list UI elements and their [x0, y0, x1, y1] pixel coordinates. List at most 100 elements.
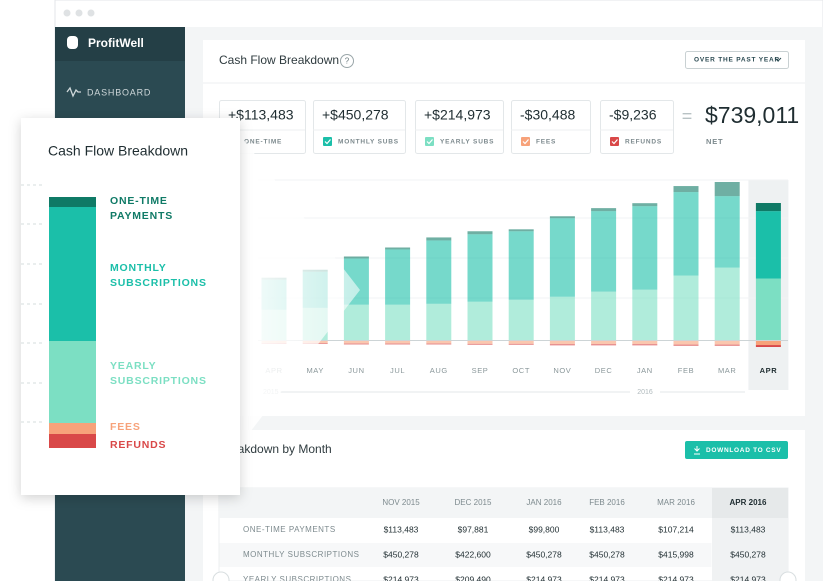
cell: $450,278: [589, 549, 625, 559]
stat-label: ONE-TIME: [244, 139, 282, 146]
bar-segment: [714, 196, 740, 268]
net-label: NET: [706, 137, 723, 146]
cell: $450,278: [526, 549, 562, 559]
stat-checkbox[interactable]: [610, 137, 619, 146]
bar-segment: [673, 341, 699, 345]
bar-segment: [632, 344, 658, 346]
stat-box: [313, 100, 406, 154]
stat-box: [415, 100, 504, 154]
card-title: Breakdown by Month: [219, 442, 332, 456]
bar-segment: [426, 303, 452, 340]
month-label: MAY: [306, 366, 324, 375]
period-dropdown[interactable]: [685, 51, 789, 69]
legend-label: REFUNDS: [110, 439, 166, 451]
bar-segment: [426, 237, 452, 241]
stat-checkbox[interactable]: [323, 137, 332, 146]
bar-segment: [591, 211, 617, 292]
bar-segment: [673, 275, 699, 340]
bar-segment: [467, 341, 493, 344]
cell: $214,973: [526, 574, 562, 581]
nav-icon: [66, 86, 81, 98]
cell: $113,483: [731, 524, 766, 534]
cell: $422,600: [455, 549, 491, 559]
cell: $113,483: [590, 524, 625, 534]
month-label: JUN: [348, 366, 364, 375]
bar-segment: [591, 341, 617, 345]
bar-segment: [549, 218, 575, 297]
row-stripe: [219, 543, 712, 567]
bar-segment: [426, 240, 452, 304]
stat-label: REFUNDS: [625, 139, 662, 146]
check: [324, 139, 331, 145]
stat-checkbox[interactable]: [425, 137, 434, 146]
bar-segment: [467, 234, 493, 302]
nav-item[interactable]: DASHBOARD: [87, 87, 151, 97]
month-label: FEB: [678, 366, 694, 375]
column-header: MAR 2016: [657, 498, 695, 507]
bar-segment: [508, 231, 534, 300]
row-label: MONTHLY SUBSCRIPTIONS: [243, 550, 359, 559]
bar-segment: [467, 343, 493, 345]
cell: $214,973: [589, 574, 625, 581]
stat-checkbox[interactable]: [521, 137, 530, 146]
month-label: APR: [760, 366, 778, 375]
month-label: DEC: [595, 366, 613, 375]
stat-value: -$30,488: [520, 107, 575, 123]
bar-segment: [549, 296, 575, 340]
bar-segment: [508, 299, 534, 340]
column-header: FEB 2016: [589, 498, 625, 507]
column-header: NOV 2015: [382, 498, 420, 507]
row-label: YEARLY SUBSCRIPTIONS: [243, 575, 351, 581]
stat-label: YEARLY SUBS: [440, 139, 494, 146]
help-text: ?: [345, 57, 350, 66]
month-label: OCT: [512, 366, 530, 375]
scroll-left[interactable]: [212, 571, 230, 581]
period-text: OVER THE PAST YEAR: [694, 57, 780, 64]
cell: $415,998: [658, 549, 694, 559]
bar-segment: [632, 206, 658, 290]
bar-segment: [673, 192, 699, 276]
cell: $214,973: [383, 574, 419, 581]
bar-segment: [343, 304, 369, 340]
legend-swatch: [49, 197, 96, 207]
download-button[interactable]: [685, 441, 788, 459]
bar-segment: [714, 267, 740, 340]
bar-segment: [591, 208, 617, 212]
legend-swatch: [49, 341, 96, 423]
column-header: JAN 2016: [526, 498, 562, 507]
bar-segment: [714, 182, 740, 197]
download-text: DOWNLOAD TO CSV: [706, 447, 781, 454]
equals: =: [682, 106, 693, 126]
cell: $450,278: [730, 549, 766, 559]
cell: $214,973: [730, 574, 766, 581]
cell: $97,881: [458, 524, 489, 534]
bar-segment: [549, 344, 575, 346]
legend-label: MONTHLY: [110, 262, 167, 274]
logo: [67, 36, 78, 49]
legend-swatch: [49, 207, 96, 341]
bar-segment: [343, 341, 369, 344]
cell: $113,483: [384, 524, 419, 534]
check: [522, 139, 529, 145]
row-label: ONE-TIME PAYMENTS: [243, 525, 336, 534]
help-icon[interactable]: [340, 54, 354, 68]
bar-segment: [467, 231, 493, 235]
bar-segment: [714, 341, 740, 345]
bar-segment: [632, 289, 658, 340]
window-dot: [87, 9, 95, 17]
highlight-header: [712, 488, 788, 518]
window-dot: [63, 9, 71, 17]
legend-swatch: [49, 423, 96, 434]
bar-segment: [343, 343, 369, 345]
bar-segment: [385, 247, 411, 250]
month-label: SEP: [472, 366, 489, 375]
dropdown-caret: [774, 57, 782, 62]
bar-segment: [755, 345, 781, 348]
scroll-right[interactable]: [779, 571, 797, 581]
stat-value: -$9,236: [609, 107, 657, 123]
bar-segment: [755, 278, 781, 340]
month-label: JUL: [390, 366, 405, 375]
legend-label: PAYMENTS: [110, 210, 173, 222]
cell: $99,800: [529, 524, 560, 534]
bar-segment: [673, 186, 699, 193]
